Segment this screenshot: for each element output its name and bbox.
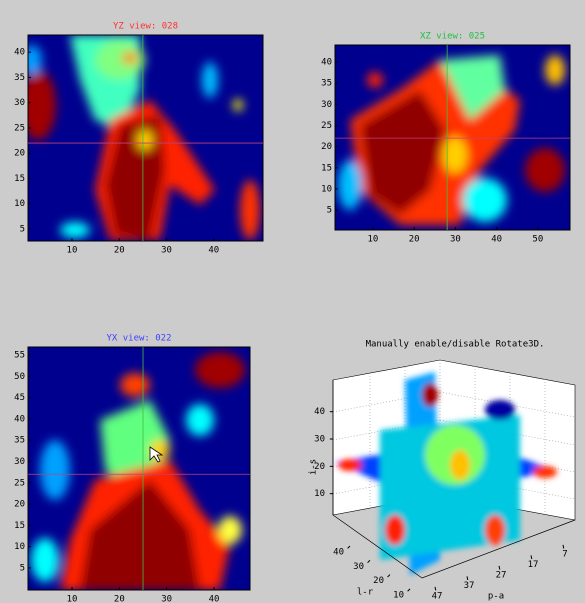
y-tick-label: 5 [20,224,25,234]
y-axis-label: l-r [357,588,374,598]
x-tick-label: 10 [67,595,78,603]
mouse-cursor [149,446,164,463]
z-axis-label: i-s [309,459,319,475]
y-tick-label: 15 [14,521,25,531]
x-tick-3d [434,586,437,591]
y-tick-label: 25 [14,123,25,133]
z-tick-label-3d: 10 [314,489,325,499]
z-tick-label-3d: 30 [314,435,325,445]
x-tick-label: 40 [208,246,219,256]
y-tick-label: 30 [14,457,25,467]
yz-image [28,35,263,241]
x-tick-label: 40 [491,235,502,245]
yz-axes-box [27,34,264,242]
y-tick-label: 55 [14,351,25,361]
panel-title: YZ view: 028 [113,22,178,32]
x-tick-3d [562,544,565,549]
x-tick-label: 20 [409,235,420,245]
y-tick-label: 35 [321,79,332,89]
y-tick-label: 10 [14,199,25,209]
x-tick-label: 50 [532,235,543,245]
x-tick-label: 30 [161,595,172,603]
y-tick-label: 5 [327,206,332,216]
y-tick-label-3d: 20 [373,576,384,586]
panel-title: YX view: 022 [106,334,171,344]
y-tick-label-3d: 40 [333,547,344,557]
y-tick-label-3d: 10 [393,590,404,600]
x-tick-label: 10 [368,235,379,245]
y-tick-label: 35 [14,436,25,446]
x-axis-label: p-a [488,592,504,602]
3d-title: Manually enable/disable Rotate3D. [366,340,545,350]
y-tick-label: 20 [14,500,25,510]
axes-3d [332,359,576,579]
y-tick-label: 20 [321,142,332,152]
y-tick-label: 5 [20,563,25,573]
x-tick-label: 20 [114,595,125,603]
y-tick-3d [367,559,371,564]
y-tick-label: 40 [14,414,25,424]
y-tick-label: 15 [321,163,332,173]
y-tick-label-3d: 30 [353,562,364,572]
xz-image [335,45,570,230]
y-tick-label: 30 [14,98,25,108]
xz-axes-box [334,44,571,231]
y-tick-label: 35 [14,73,25,83]
yx-image [28,347,250,590]
y-tick-label: 50 [14,372,25,382]
x-tick-3d [466,576,469,581]
y-tick-label: 40 [14,48,25,58]
x-tick-label-3d: 7 [562,549,567,559]
y-tick-label: 25 [14,478,25,488]
x-tick-label: 30 [450,235,461,245]
x-tick-label-3d: 47 [432,591,443,601]
y-tick-label: 10 [321,184,332,194]
z-tick-label-3d: 40 [314,407,325,417]
yx-axes-box [27,346,251,591]
y-tick-label: 20 [14,149,25,159]
x-tick-label: 40 [209,595,220,603]
y-tick-label: 45 [14,393,25,403]
y-tick-label: 40 [321,57,332,67]
x-tick-label: 20 [114,246,125,256]
y-tick-label: 30 [321,100,332,110]
z-tick-label-3d: 20 [314,462,325,472]
x-tick-label: 10 [67,246,78,256]
panel-title: XZ view: 025 [420,32,485,42]
x-tick-label-3d: 37 [464,581,475,591]
y-tick-3d [407,588,411,592]
y-tick-3d [347,545,351,549]
y-tick-label: 25 [321,121,332,131]
x-tick-label-3d: 27 [496,570,507,580]
y-tick-label: 15 [14,174,25,184]
y-tick-3d [387,574,391,578]
x-tick-3d [498,565,501,570]
x-tick-label-3d: 17 [528,560,539,570]
x-tick-label: 30 [161,246,172,256]
y-tick-label: 10 [14,542,25,552]
x-tick-3d [530,555,533,560]
